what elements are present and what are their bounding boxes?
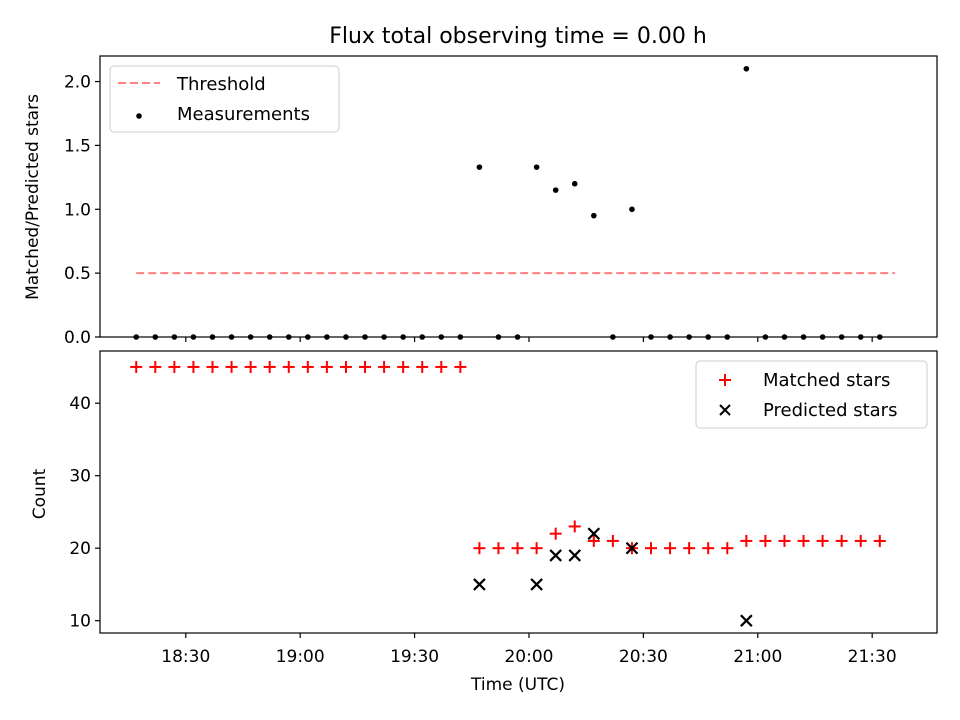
matched-star-point — [873, 534, 886, 547]
matched-star-point — [397, 360, 410, 373]
measurements-legend: Threshold Measurements — [109, 65, 340, 133]
x-tick-label: 20:00 — [504, 647, 553, 667]
matched-star-point — [359, 360, 372, 373]
matched-star-point — [320, 360, 333, 373]
measurement-point — [476, 164, 483, 170]
measurements-legend-swatch — [136, 113, 142, 119]
predicted-star-point — [549, 549, 562, 562]
matched-star-point — [587, 534, 600, 547]
counts-plot-area — [130, 360, 886, 627]
predicted-star-point — [530, 578, 543, 591]
matched-star-point — [816, 534, 829, 547]
matched-star-point — [492, 542, 505, 555]
predicted-star-point — [625, 541, 639, 555]
counts-y-axis: 10 20 30 40 — [69, 394, 100, 632]
x-tick-label: 19:00 — [276, 647, 325, 667]
matched-star-point — [339, 360, 352, 373]
matched-star-point — [282, 360, 295, 373]
x-tick-label: 21:30 — [848, 647, 897, 667]
matched-star-point — [206, 360, 219, 373]
matched-star-point — [130, 360, 143, 373]
measurements-x-ticks — [185, 337, 873, 342]
measurement-point — [591, 212, 597, 219]
measurements-y-label: Matched/Predicted stars — [23, 94, 43, 300]
measurements-axes-frame — [99, 55, 938, 338]
measurements-legend-label: Measurements — [177, 104, 310, 125]
matched-stars-legend-swatch — [719, 374, 731, 386]
counts-axes-frame — [99, 350, 938, 634]
matched-star-point — [168, 360, 181, 373]
matched-star-point — [416, 360, 429, 373]
counts-y-tick-label: 20 — [69, 539, 91, 559]
measurements-panel: 0.00.51.01.52.0 Matched/Predicted stars … — [23, 55, 938, 348]
matched-star-point — [854, 534, 867, 547]
matched-star-point — [378, 360, 391, 373]
matched-star-point — [549, 527, 562, 540]
matched-star-point — [568, 520, 581, 533]
predicted-star-point — [740, 614, 753, 627]
measurements-y-tick-label: 1.0 — [64, 200, 91, 220]
x-tick-label: 19:30 — [390, 647, 439, 667]
matched-star-point — [454, 360, 467, 373]
counts-legend-box — [695, 360, 928, 429]
matched-star-point — [511, 542, 524, 555]
matched-star-point — [759, 534, 772, 547]
matched-star-point — [702, 542, 715, 555]
counts-y-tick-label: 40 — [69, 394, 91, 414]
counts-x-axis: 18:30 19:00 19:30 20:00 20:30 21:00 21:30 — [161, 633, 897, 667]
matched-star-point — [797, 534, 810, 547]
matched-star-point — [740, 534, 753, 547]
matched-star-point — [473, 542, 486, 555]
x-tick-label: 18:30 — [161, 647, 210, 667]
matched-star-point — [721, 542, 734, 555]
measurement-point — [629, 206, 635, 213]
matched-star-point — [301, 360, 314, 373]
measurement-point — [743, 65, 750, 72]
measurement-point — [552, 187, 559, 193]
measurements-y-axis: 0.0 0.5 1.0 1.5 2.0 — [64, 73, 100, 348]
matched-star-point — [530, 542, 543, 555]
counts-panel: 10 20 30 40 18:30 19:00 19:30 20:00 20:30 21:00 2… — [30, 350, 938, 695]
measurement-point — [533, 164, 540, 170]
matched-star-point — [149, 360, 162, 373]
measurements-y-tick-label: 0.5 — [64, 264, 91, 284]
x-axis-label: Time (UTC) — [470, 675, 565, 695]
threshold-legend-label: Threshold — [176, 74, 266, 95]
matched-stars-legend-label: Matched stars — [763, 370, 890, 391]
x-tick-label: 20:30 — [619, 647, 668, 667]
predicted-stars-legend-swatch — [719, 404, 731, 416]
measurements-y-tick-label: 1.5 — [64, 136, 91, 156]
measurements-y-tick-label: 0.0 — [64, 328, 91, 348]
predicted-star-point — [587, 527, 601, 540]
x-tick-label: 21:00 — [733, 647, 782, 667]
measurements-y-tick-label: 2.0 — [64, 73, 91, 93]
predicted-stars-legend-label: Predicted stars — [763, 400, 897, 421]
measurements-legend-box — [109, 65, 340, 133]
predicted-star-point — [568, 549, 582, 562]
predicted-star-point — [473, 578, 486, 591]
matched-star-point — [187, 360, 200, 373]
chart-title: Flux total observing time = 0.00 h — [329, 24, 707, 49]
matched-star-point — [645, 542, 658, 555]
matched-star-point — [244, 360, 257, 373]
counts-y-tick-label: 30 — [69, 467, 91, 487]
counts-y-tick-label: 10 — [69, 612, 91, 632]
matched-star-point — [683, 542, 696, 555]
counts-y-label: Count — [30, 468, 50, 519]
matched-star-point — [664, 542, 677, 555]
matched-star-point — [778, 534, 791, 547]
measurement-point — [571, 180, 578, 187]
counts-legend: Matched stars Predicted stars — [695, 360, 928, 429]
matched-star-point — [606, 534, 619, 547]
matched-star-point — [263, 360, 276, 373]
matched-star-point — [835, 534, 848, 547]
matched-star-point — [225, 360, 238, 373]
matched-star-point — [435, 360, 448, 373]
measurements-plot-area — [133, 65, 896, 340]
